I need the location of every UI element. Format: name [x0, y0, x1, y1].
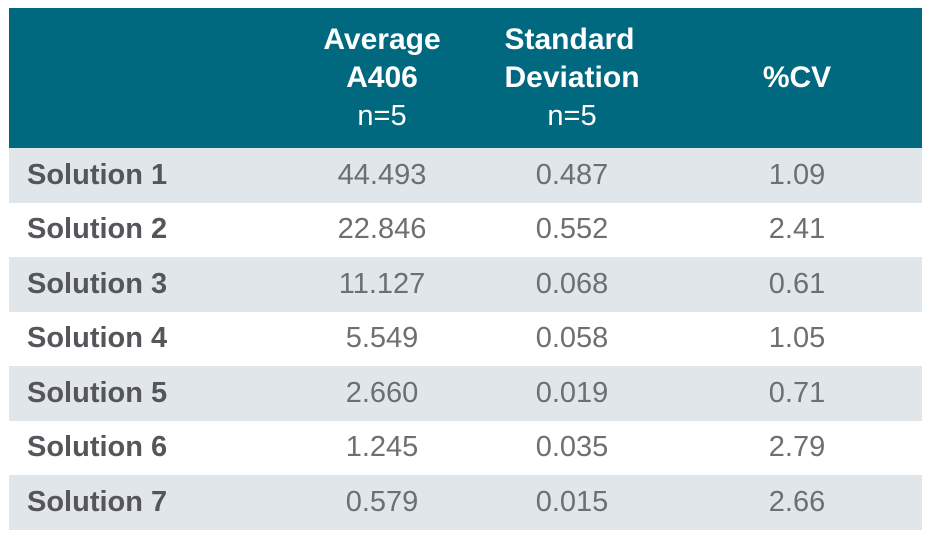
- cv-value: 2.79: [768, 431, 826, 464]
- average-header-n: n=5: [357, 100, 407, 132]
- stddev-value: 0.035: [535, 431, 609, 464]
- row-label: Solution 4: [27, 322, 168, 355]
- average-header-line1: Average: [323, 23, 441, 56]
- header-row: Average A406 n=5 Standard Deviation n=5 …: [9, 8, 922, 148]
- cv-value: 2.66: [768, 485, 826, 518]
- row-label: Solution 1: [27, 158, 168, 191]
- table-row: Solution 4 5.549 0.058 1.05: [9, 311, 922, 366]
- row-label: Solution 3: [27, 267, 168, 300]
- table-row: Solution 2 22.846 0.552 2.41: [9, 202, 922, 257]
- cv-value: 2.41: [768, 213, 826, 246]
- stddev-header-line1: Standard: [504, 23, 635, 56]
- col-header-percent-cv: %CV: [672, 8, 922, 148]
- stddev-value: 0.019: [535, 376, 609, 409]
- stddev-value: 0.058: [535, 322, 609, 355]
- average-value: 44.493: [337, 158, 427, 191]
- table-header: Average A406 n=5 Standard Deviation n=5 …: [9, 8, 922, 148]
- table-row: Solution 5 2.660 0.019 0.71: [9, 366, 922, 421]
- col-header-standard-deviation: Standard Deviation n=5: [472, 8, 672, 148]
- table-row: Solution 6 1.245 0.035 2.79: [9, 420, 922, 475]
- table-row: Solution 7 0.579 0.015 2.66: [9, 475, 922, 530]
- average-header-block: Average A406 n=5: [323, 21, 440, 135]
- average-value: 11.127: [338, 267, 426, 300]
- average-value: 1.245: [345, 431, 419, 464]
- average-value: 0.579: [345, 485, 419, 518]
- average-value: 2.660: [345, 376, 419, 409]
- table-body: Solution 1 44.493 0.487 1.09 Solution 2 …: [9, 148, 922, 530]
- col-header-average-a406: Average A406 n=5: [292, 8, 472, 148]
- row-label: Solution 7: [27, 485, 168, 518]
- average-value: 22.846: [337, 213, 427, 246]
- table-row: Solution 1 44.493 0.487 1.09: [9, 148, 922, 203]
- stats-table: Average A406 n=5 Standard Deviation n=5 …: [9, 8, 922, 530]
- stddev-header-line2: Deviation: [504, 61, 640, 94]
- cv-value: 1.05: [768, 322, 826, 355]
- stddev-value: 0.015: [535, 485, 609, 518]
- average-header-line2: A406: [346, 61, 418, 94]
- row-label: Solution 5: [27, 376, 168, 409]
- row-label: Solution 6: [27, 431, 168, 464]
- average-value: 5.549: [345, 322, 419, 355]
- col-header-solution: [9, 8, 292, 148]
- stddev-header-n: n=5: [547, 100, 597, 132]
- cv-value: 0.71: [768, 376, 826, 409]
- cv-value: 1.09: [768, 158, 826, 191]
- stddev-value: 0.068: [535, 267, 609, 300]
- stddev-value: 0.487: [535, 158, 609, 191]
- cv-value: 0.61: [768, 267, 826, 300]
- stddev-header-block: Standard Deviation n=5: [504, 21, 639, 135]
- row-label: Solution 2: [27, 213, 168, 246]
- stddev-value: 0.552: [535, 213, 609, 246]
- table-row: Solution 3 11.127 0.068 0.61: [9, 257, 922, 312]
